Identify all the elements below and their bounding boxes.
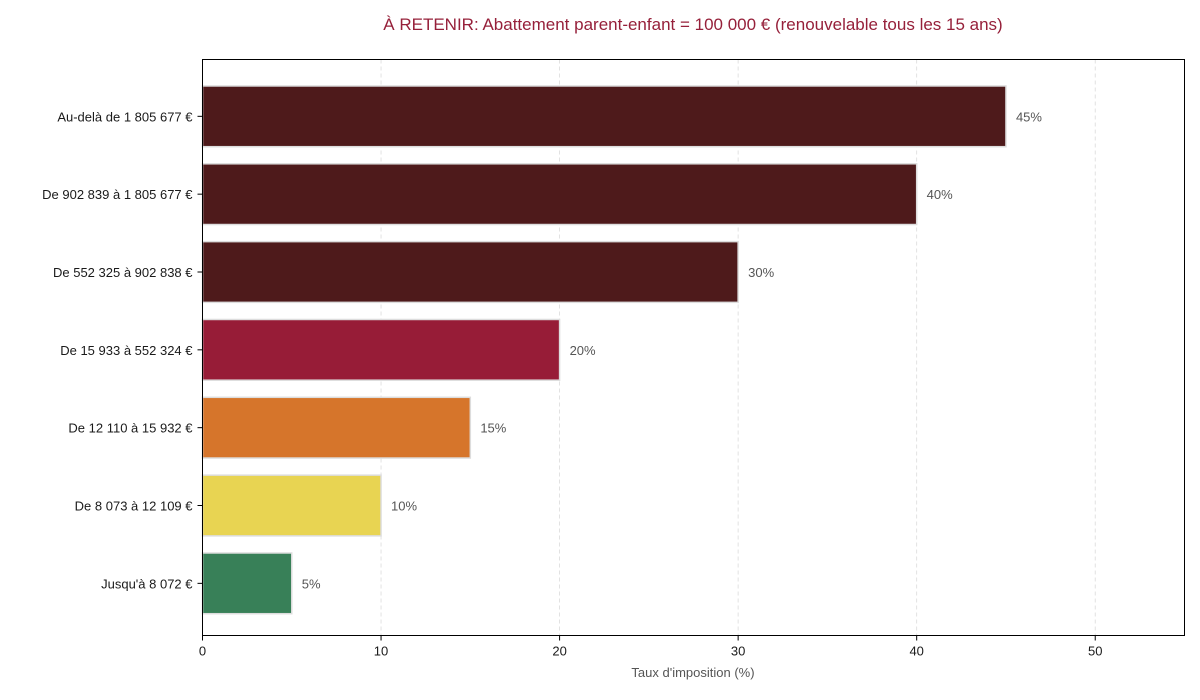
category-label: De 12 110 à 15 932 € <box>68 421 193 436</box>
bar-value-label: 10% <box>391 499 417 514</box>
bar <box>201 318 561 381</box>
category-label: De 552 325 à 902 838 € <box>53 265 193 280</box>
bar <box>201 85 1007 148</box>
bar <box>201 474 382 537</box>
category-label: Au-delà de 1 805 677 € <box>57 109 193 124</box>
chart-title: À RETENIR: Abattement parent-enfant = 10… <box>383 15 1002 34</box>
bar-value-label: 45% <box>1016 109 1042 124</box>
category-label: De 8 073 à 12 109 € <box>75 499 194 514</box>
bar-value-label: 15% <box>480 421 506 436</box>
bars <box>201 85 1007 615</box>
bar-value-label: 20% <box>570 343 596 358</box>
bar <box>201 396 472 459</box>
x-axis-label: Taux d'imposition (%) <box>631 665 754 680</box>
x-tick-label: 40 <box>909 644 923 659</box>
plot-frame <box>202 59 1185 636</box>
x-tick-label: 30 <box>731 644 745 659</box>
bar-value-label: 30% <box>748 265 774 280</box>
x-tick-label: 50 <box>1088 644 1102 659</box>
bar-value-label: 5% <box>302 576 321 591</box>
x-tick-label: 20 <box>552 644 566 659</box>
x-axis-ticks: 0 10 20 30 40 50 <box>199 635 1102 659</box>
bar <box>201 163 918 226</box>
category-label: De 902 839 à 1 805 677 € <box>42 187 193 202</box>
y-axis-categories: Au-delà de 1 805 677 € De 902 839 à 1 805… <box>42 109 203 591</box>
bar <box>201 240 739 304</box>
category-label: Jusqu'à 8 072 € <box>101 576 193 591</box>
x-tick-label: 10 <box>374 644 388 659</box>
x-tick-label: 0 <box>199 644 206 659</box>
category-label: De 15 933 à 552 324 € <box>60 343 193 358</box>
data-labels: 45% 40% 30% 20% 15% 10% 5% <box>302 109 1043 591</box>
bar <box>201 552 293 615</box>
bar-value-label: 40% <box>927 187 953 202</box>
